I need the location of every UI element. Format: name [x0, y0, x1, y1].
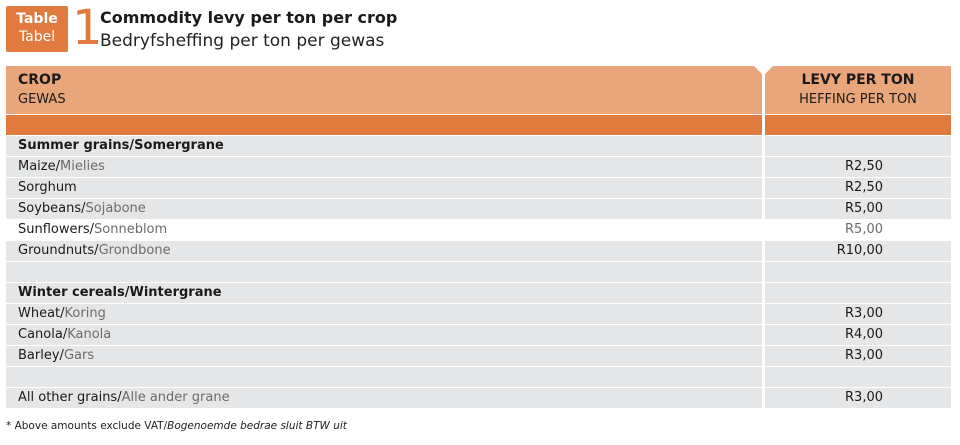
levy-column-header: LEVY PER TON HEFFING PER TON — [765, 66, 951, 114]
table-row: Maize/Mielies R2,50 — [6, 157, 951, 177]
table-row-spacer — [6, 367, 951, 387]
levy-value: R5,00 — [845, 222, 883, 237]
table-row: Barley/Gars R3,00 — [6, 346, 951, 366]
levy-value: R3,00 — [845, 348, 883, 363]
vat-footnote: * Above amounts exclude VAT/Bogenoemde b… — [6, 420, 347, 432]
heffing-header-label: HEFFING PER TON — [799, 92, 917, 107]
table-badge: Table Tabel — [6, 6, 68, 52]
levy-value: R10,00 — [836, 243, 883, 258]
levy-value: R2,50 — [845, 180, 883, 195]
table-row: Canola/Kanola R4,00 — [6, 325, 951, 345]
header-accent-bar — [6, 115, 951, 135]
table-header: CROP GEWAS LEVY PER TON HEFFING PER TON — [6, 66, 951, 114]
table-number: 1 — [72, 0, 103, 56]
table-row: Sorghum R2,50 — [6, 178, 951, 198]
table-title-block: Table Tabel 1 Commodity levy per ton per… — [6, 0, 946, 56]
table-row: Wheat/Koring R3,00 — [6, 304, 951, 324]
table-title-afrikaans: Bedryfsheffing per ton per gewas — [100, 31, 385, 51]
table-row: Sunflowers/Sonneblom R5,00 — [6, 220, 951, 240]
table-title-english: Commodity levy per ton per crop — [100, 8, 398, 27]
badge-label-afrikaans: Tabel — [18, 29, 56, 45]
table-row-spacer — [6, 262, 951, 282]
gewas-header-label: GEWAS — [18, 92, 66, 107]
badge-label-english: Table — [16, 11, 58, 27]
crop-name: Wheat/Koring — [18, 306, 106, 321]
crop-name: Soybeans/Sojabone — [18, 201, 146, 216]
crop-name: Groundnuts/Grondbone — [18, 243, 171, 258]
table-row-section-heading: Summer grains/Somergrane — [6, 136, 951, 156]
table-row: All other grains/Alle ander grane R3,00 — [6, 388, 951, 408]
table-row: Groundnuts/Grondbone R10,00 — [6, 241, 951, 261]
levy-value: R3,00 — [845, 306, 883, 321]
table-row-section-heading: Winter cereals/Wintergrane — [6, 283, 951, 303]
table-row: Soybeans/Sojabone R5,00 — [6, 199, 951, 219]
crop-column-header: CROP GEWAS — [6, 66, 762, 114]
crop-name: Canola/Kanola — [18, 327, 112, 342]
crop-name: Barley/Gars — [18, 348, 95, 363]
levy-table: CROP GEWAS LEVY PER TON HEFFING PER TON … — [6, 66, 951, 408]
crop-name: Sunflowers/Sonneblom — [18, 222, 168, 237]
crop-name: Sorghum — [18, 180, 77, 195]
crop-header-label: CROP — [18, 72, 62, 88]
levy-value: R4,00 — [845, 327, 883, 342]
levy-value: R3,00 — [845, 390, 883, 405]
levy-header-label: LEVY PER TON — [801, 72, 915, 88]
crop-name: All other grains/Alle ander grane — [18, 390, 230, 405]
crop-name: Summer grains/Somergrane — [18, 138, 224, 153]
levy-value: R2,50 — [845, 159, 883, 174]
levy-value: R5,00 — [845, 201, 883, 216]
crop-name: Maize/Mielies — [18, 159, 105, 174]
crop-name: Winter cereals/Wintergrane — [18, 285, 222, 300]
